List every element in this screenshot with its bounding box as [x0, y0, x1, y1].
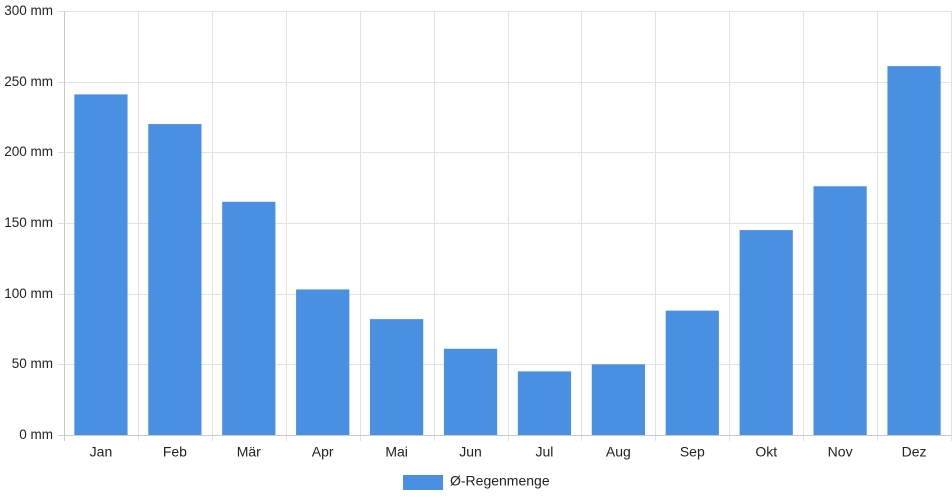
x-tick-label: Aug [606, 444, 631, 460]
bar-Dez[interactable] [887, 66, 941, 436]
bar-Mär[interactable] [222, 201, 276, 435]
x-tick-label: Feb [163, 444, 187, 460]
y-tick-label: 200 mm [4, 144, 53, 159]
y-tick-label: 250 mm [4, 74, 53, 89]
bar-Jun[interactable] [443, 348, 498, 435]
x-tick-label: Apr [312, 444, 334, 460]
bar-Nov[interactable] [813, 186, 867, 435]
x-tick-label: Jan [90, 444, 113, 460]
x-tick-label: Jul [536, 444, 554, 460]
x-axis-ticks: Jan Feb Mär Apr Mai Jun Jul Aug Sep Okt Nov Dez [90, 444, 927, 460]
x-tick-label: Mai [385, 444, 408, 460]
y-tick-label: 50 mm [12, 356, 53, 371]
x-tick-label: Mär [237, 444, 261, 460]
legend-label[interactable]: Ø-Regenmenge [450, 473, 550, 489]
bars [74, 66, 941, 436]
bar-Jul[interactable] [517, 371, 572, 435]
legend[interactable]: Ø-Regenmenge [403, 473, 550, 490]
bar-Sep[interactable] [665, 310, 719, 435]
legend-swatch[interactable] [403, 475, 443, 490]
y-tick-label: 0 mm [19, 427, 53, 442]
bar-Apr[interactable] [296, 289, 350, 435]
x-tick-label: Dez [902, 444, 927, 460]
bar-Aug[interactable] [591, 364, 645, 435]
bar-Okt[interactable] [739, 230, 793, 435]
axes [58, 11, 951, 441]
x-tick-label: Nov [828, 444, 853, 460]
x-tick-label: Okt [755, 444, 777, 460]
grid-lines [58, 11, 952, 441]
bar-Jan[interactable] [74, 94, 128, 435]
y-tick-label: 150 mm [4, 215, 53, 230]
y-tick-label: 300 mm [4, 3, 53, 18]
y-tick-label: 100 mm [4, 286, 53, 301]
bar-Feb[interactable] [148, 124, 202, 435]
y-axis-ticks: 0 mm 50 mm 100 mm 150 mm 200 mm 250 mm 300 mm [4, 3, 53, 442]
x-tick-label: Jun [459, 444, 482, 460]
bar-Mai[interactable] [370, 319, 424, 435]
x-tick-label: Sep [680, 444, 705, 460]
